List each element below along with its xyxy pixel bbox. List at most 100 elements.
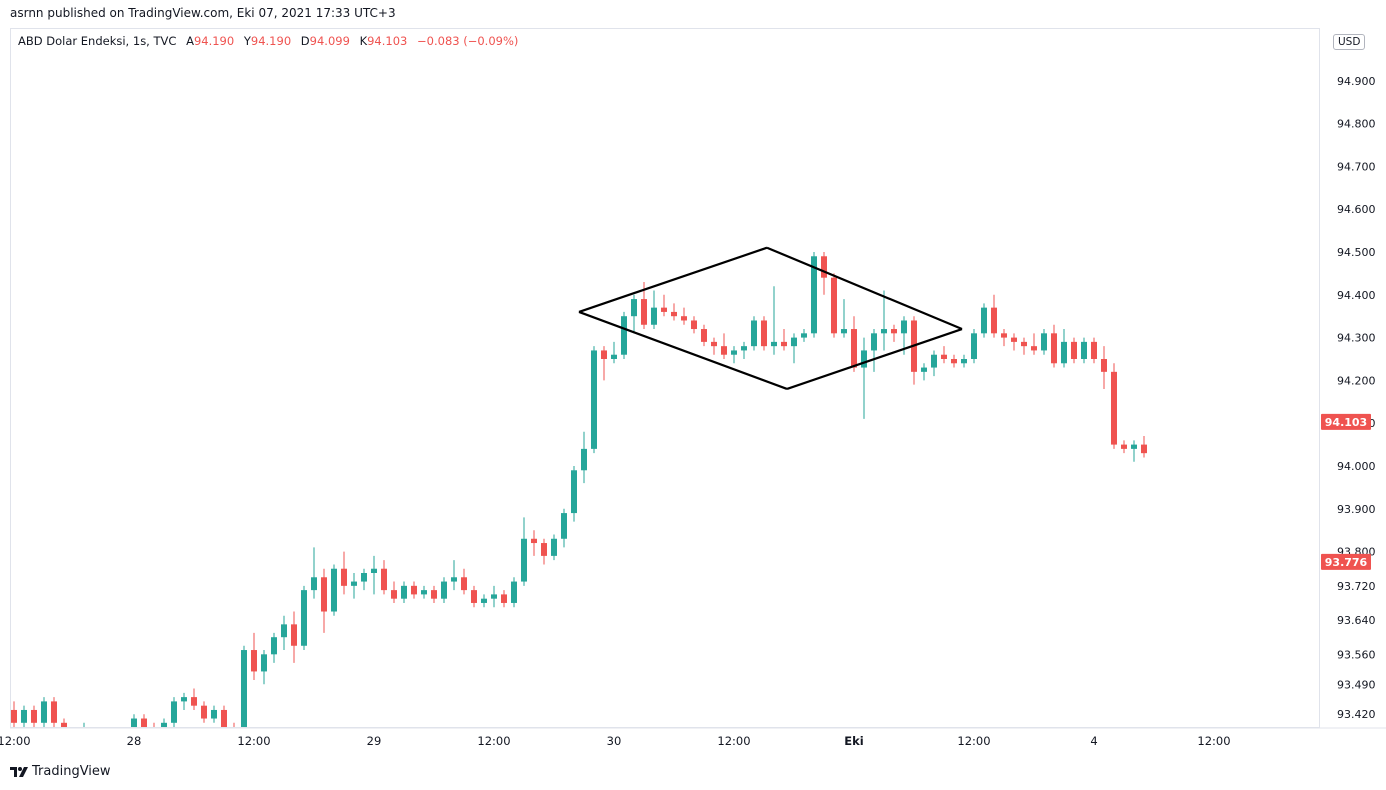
candle[interactable] (1141, 436, 1147, 458)
candle[interactable] (961, 354, 967, 368)
candle[interactable] (861, 337, 867, 419)
candle[interactable] (1031, 333, 1037, 355)
candle[interactable] (991, 294, 997, 338)
candle[interactable] (921, 363, 927, 381)
candle[interactable] (891, 324, 897, 342)
candle[interactable] (311, 547, 317, 599)
candle[interactable] (681, 307, 687, 325)
candle[interactable] (1111, 363, 1117, 449)
candle[interactable] (291, 611, 297, 663)
candle[interactable] (701, 324, 707, 347)
candle[interactable] (1071, 337, 1077, 364)
candle[interactable] (421, 585, 427, 599)
candle[interactable] (541, 538, 547, 565)
candle[interactable] (1001, 329, 1007, 347)
candle[interactable] (51, 697, 57, 727)
candle[interactable] (651, 290, 657, 330)
candle[interactable] (321, 568, 327, 633)
candle[interactable] (591, 346, 597, 454)
currency-badge[interactable]: USD (1333, 34, 1366, 50)
candle[interactable] (431, 585, 437, 603)
candle[interactable] (181, 692, 187, 710)
candle[interactable] (461, 568, 467, 595)
candle[interactable] (531, 530, 537, 556)
candle[interactable] (951, 354, 957, 368)
candle[interactable] (781, 329, 787, 351)
pattern-line[interactable] (766, 246, 963, 331)
candle[interactable] (281, 615, 287, 651)
pattern-line[interactable] (578, 310, 788, 390)
candle[interactable] (351, 573, 357, 599)
candle[interactable] (131, 714, 137, 740)
candle[interactable] (971, 329, 977, 364)
candle[interactable] (301, 585, 307, 651)
candle[interactable] (611, 341, 617, 364)
symbol-name[interactable]: ABD Dolar Endeksi, 1s, TVC (18, 34, 177, 48)
candle[interactable] (931, 350, 937, 377)
candle[interactable] (1041, 329, 1047, 355)
candle[interactable] (841, 299, 847, 338)
candle[interactable] (621, 311, 627, 359)
candle[interactable] (221, 705, 227, 732)
candle[interactable] (391, 581, 397, 603)
candle[interactable] (941, 346, 947, 364)
candle[interactable] (41, 697, 47, 731)
candle[interactable] (791, 333, 797, 364)
candle[interactable] (371, 555, 377, 595)
candle[interactable] (1061, 329, 1067, 368)
candle[interactable] (661, 294, 667, 317)
candle[interactable] (501, 590, 507, 608)
candle[interactable] (691, 316, 697, 334)
candle[interactable] (731, 346, 737, 364)
candle[interactable] (551, 534, 557, 561)
candle[interactable] (1011, 333, 1017, 351)
candle[interactable] (801, 329, 807, 342)
candle[interactable] (411, 581, 417, 599)
candle[interactable] (1101, 346, 1107, 389)
candle[interactable] (161, 718, 167, 736)
candle[interactable] (481, 594, 487, 608)
candle[interactable] (261, 650, 267, 685)
candle[interactable] (1051, 324, 1057, 368)
candle[interactable] (191, 688, 197, 710)
candle[interactable] (851, 316, 857, 372)
candle[interactable] (881, 290, 887, 351)
candle[interactable] (381, 560, 387, 595)
candle[interactable] (401, 581, 407, 603)
candle[interactable] (81, 722, 87, 744)
candle[interactable] (571, 466, 577, 522)
candle[interactable] (1131, 440, 1137, 462)
candle[interactable] (251, 632, 257, 680)
candle[interactable] (751, 316, 757, 351)
candle[interactable] (711, 337, 717, 355)
candle[interactable] (451, 560, 457, 591)
candle[interactable] (721, 333, 727, 359)
candle[interactable] (521, 517, 527, 586)
candle[interactable] (241, 645, 247, 753)
candle[interactable] (171, 697, 177, 727)
candle[interactable] (1091, 337, 1097, 364)
candle[interactable] (821, 252, 827, 295)
candle[interactable] (271, 632, 277, 663)
candle[interactable] (151, 722, 157, 740)
pattern-line[interactable] (578, 246, 768, 313)
candle[interactable] (11, 701, 17, 727)
candle[interactable] (211, 705, 217, 723)
candle[interactable] (811, 252, 817, 338)
candle[interactable] (761, 316, 767, 351)
candle[interactable] (101, 731, 107, 748)
candle[interactable] (361, 568, 367, 591)
candle[interactable] (561, 508, 567, 548)
pattern-line[interactable] (786, 327, 963, 391)
candle[interactable] (111, 727, 117, 744)
candle[interactable] (441, 577, 447, 603)
candle[interactable] (31, 705, 37, 732)
candle[interactable] (491, 585, 497, 608)
candle[interactable] (1081, 337, 1087, 364)
candle[interactable] (581, 431, 587, 484)
candle[interactable] (471, 585, 477, 608)
candle[interactable] (21, 705, 27, 732)
candle[interactable] (61, 718, 67, 740)
candle[interactable] (981, 303, 987, 338)
